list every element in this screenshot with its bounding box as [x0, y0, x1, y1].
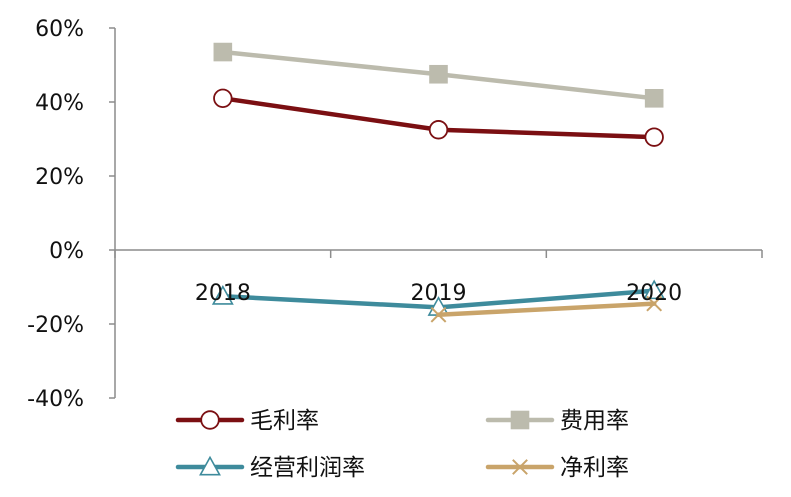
x-tick-label: 2018: [195, 281, 251, 306]
legend-marker: [512, 459, 528, 475]
legend-label: 净利率: [560, 455, 629, 481]
data-point: [213, 42, 233, 62]
legend-item: 费用率: [485, 408, 629, 434]
y-tick-label: 60%: [35, 17, 84, 42]
legend-marker: [510, 410, 530, 430]
y-tick-label: -40%: [27, 387, 84, 412]
y-tick-label: 0%: [49, 239, 84, 264]
x-tick-label: 2019: [411, 281, 467, 306]
data-point: [429, 64, 448, 84]
y-tick-label: -20%: [27, 313, 84, 338]
series-4: [430, 295, 663, 323]
data-point: [428, 120, 449, 140]
series-layer: [211, 42, 666, 323]
series-1: [213, 88, 664, 147]
legend-marker: [199, 455, 221, 476]
data-point: [644, 127, 664, 147]
legend-marker: [200, 410, 220, 430]
legend-label: 费用率: [560, 408, 629, 434]
data-point: [643, 279, 666, 300]
data-point: [213, 88, 233, 109]
legend-item: 经营利润率: [175, 455, 365, 481]
data-point: [646, 295, 663, 312]
y-tick-label: 40%: [35, 91, 84, 116]
x-tick-labels: 2018 2019 2020: [195, 281, 682, 306]
series-3: [211, 279, 666, 316]
axes: 60% 40% 20% 0% -20% -40%: [27, 17, 763, 412]
legend-item: 毛利率: [175, 408, 319, 434]
x-tick-label: 2020: [626, 281, 682, 306]
data-point: [430, 306, 447, 323]
data-point: [211, 285, 234, 305]
data-point: [644, 89, 664, 108]
legend-label: 毛利率: [250, 408, 319, 434]
series-2: [213, 42, 664, 108]
legend-item: 净利率: [485, 455, 629, 481]
y-tick-label: 20%: [35, 165, 84, 190]
legend-label: 经营利润率: [250, 455, 365, 481]
series-line: [436, 301, 657, 317]
